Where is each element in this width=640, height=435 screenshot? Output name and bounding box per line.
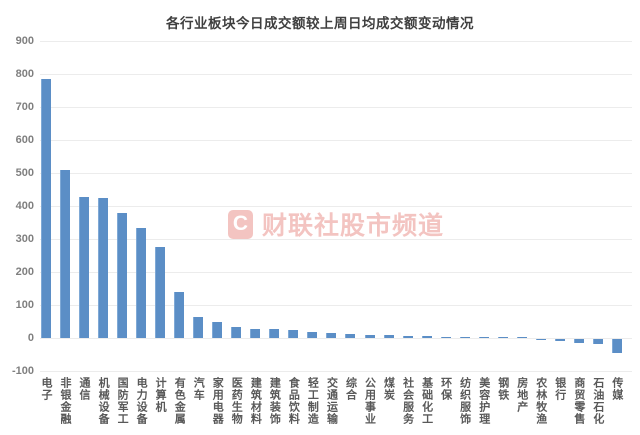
x-axis-label-电子: 电子 (40, 377, 52, 401)
bar-农林牧渔 (535, 339, 546, 341)
gridline-y500 (40, 173, 632, 174)
x-axis-label-纺织服饰: 纺织服饰 (458, 377, 471, 425)
y-axis-tick-label: 800 (15, 68, 34, 80)
y-axis-tick-label: 900 (15, 35, 34, 47)
bar-石油石化 (592, 339, 603, 344)
y-axis-tick-label: 500 (15, 167, 34, 179)
bar-通信 (79, 197, 90, 338)
bar-建筑材料 (250, 328, 261, 338)
bar-钢铁 (497, 337, 508, 338)
x-axis-label-食品饮料: 食品饮料 (287, 377, 300, 425)
gridline-y600 (40, 140, 632, 141)
x-axis-label-轻工制造: 轻工制造 (306, 377, 319, 425)
bar-综合 (345, 334, 356, 338)
x-axis-label-环保: 环保 (439, 377, 452, 401)
x-axis-label-公用事业: 公用事业 (363, 377, 376, 425)
bar-汽车 (193, 316, 204, 338)
y-axis-tick-label: 200 (15, 266, 34, 278)
watermark-text: 财联社股市频道 (262, 212, 445, 240)
x-axis-label-电力设备: 电力设备 (135, 377, 148, 425)
bar-社会服务 (402, 335, 413, 338)
bar-轻工制造 (307, 332, 318, 338)
bar-房地产 (516, 337, 527, 338)
x-axis-label-煤炭: 煤炭 (382, 377, 395, 401)
bar-基础化工 (421, 336, 432, 338)
x-axis-label-基础化工: 基础化工 (420, 377, 433, 425)
y-axis-tick-label: 700 (15, 101, 34, 113)
x-axis-label-美容护理: 美容护理 (477, 377, 490, 425)
bar-建筑装饰 (269, 329, 280, 338)
cailianshe-logo-icon: C (228, 209, 253, 239)
bar-美容护理 (478, 337, 489, 338)
y-axis-tick-label: 600 (15, 134, 34, 146)
gridline-y800 (40, 74, 632, 75)
x-axis-label-交通运输: 交通运输 (325, 377, 338, 425)
x-axis-label-房地产: 房地产 (515, 377, 528, 413)
x-axis-label-钢铁: 钢铁 (496, 377, 509, 401)
bar-公用事业 (364, 334, 375, 338)
x-axis-label-石油石化: 石油石化 (591, 377, 604, 425)
x-axis-label-传媒: 传媒 (610, 377, 623, 401)
x-axis-label-非银金融: 非银金融 (59, 377, 72, 425)
x-axis-label-计算机: 计算机 (154, 377, 167, 413)
bar-纺织服饰 (459, 337, 470, 338)
x-axis-label-有色金属: 有色金属 (173, 377, 186, 425)
bar-有色金属 (174, 291, 185, 338)
gridline-y-100 (40, 371, 632, 372)
bar-机械设备 (98, 198, 109, 338)
x-axis-label-医药生物: 医药生物 (230, 377, 243, 425)
chart-title: 各行业板块今日成交额较上周日均成交额变动情况 (166, 16, 474, 31)
x-axis-label-社会服务: 社会服务 (401, 377, 414, 425)
gridline-y0 (40, 338, 632, 339)
bar-银行 (554, 339, 565, 341)
bar-煤炭 (383, 335, 394, 338)
x-axis-label-建筑装饰: 建筑装饰 (268, 377, 281, 425)
bar-传媒 (611, 339, 622, 353)
y-axis-tick-label: -100 (11, 365, 34, 377)
gridline-y900 (40, 41, 632, 42)
bar-环保 (440, 336, 451, 338)
x-axis-label-农林牧渔: 农林牧渔 (534, 377, 547, 425)
watermark: C 财联社股市频道 (228, 206, 444, 242)
gridline-y100 (40, 305, 632, 306)
x-axis-label-机械设备: 机械设备 (97, 377, 110, 425)
x-axis-label-商贸零售: 商贸零售 (572, 377, 585, 425)
y-axis-tick-label: 300 (15, 233, 34, 245)
bar-交通运输 (326, 333, 337, 338)
x-axis-label-综合: 综合 (344, 377, 357, 401)
y-axis-tick-label: 400 (15, 200, 34, 212)
bar-计算机 (155, 246, 166, 338)
bar-非银金融 (60, 169, 71, 338)
bar-电子 (41, 78, 51, 338)
gridline-y400 (40, 206, 632, 207)
x-axis-label-汽车: 汽车 (192, 377, 205, 401)
x-axis-label-建筑材料: 建筑材料 (249, 377, 262, 425)
bar-食品饮料 (288, 330, 299, 338)
bar-家用电器 (212, 322, 223, 338)
bar-电力设备 (136, 228, 147, 338)
gridline-y200 (40, 272, 632, 273)
bar-国防军工 (117, 213, 128, 338)
bar-商贸零售 (573, 339, 584, 343)
x-axis-label-国防军工: 国防军工 (116, 377, 129, 425)
x-axis-label-银行: 银行 (553, 377, 566, 401)
gridline-y300 (40, 239, 632, 240)
x-axis-label-家用电器: 家用电器 (211, 377, 224, 425)
y-axis-tick-label: 0 (27, 332, 34, 344)
x-axis-label-通信: 通信 (78, 377, 91, 401)
gridline-y700 (40, 107, 632, 108)
y-axis-tick-label: 100 (15, 299, 34, 311)
bar-医药生物 (231, 327, 242, 338)
